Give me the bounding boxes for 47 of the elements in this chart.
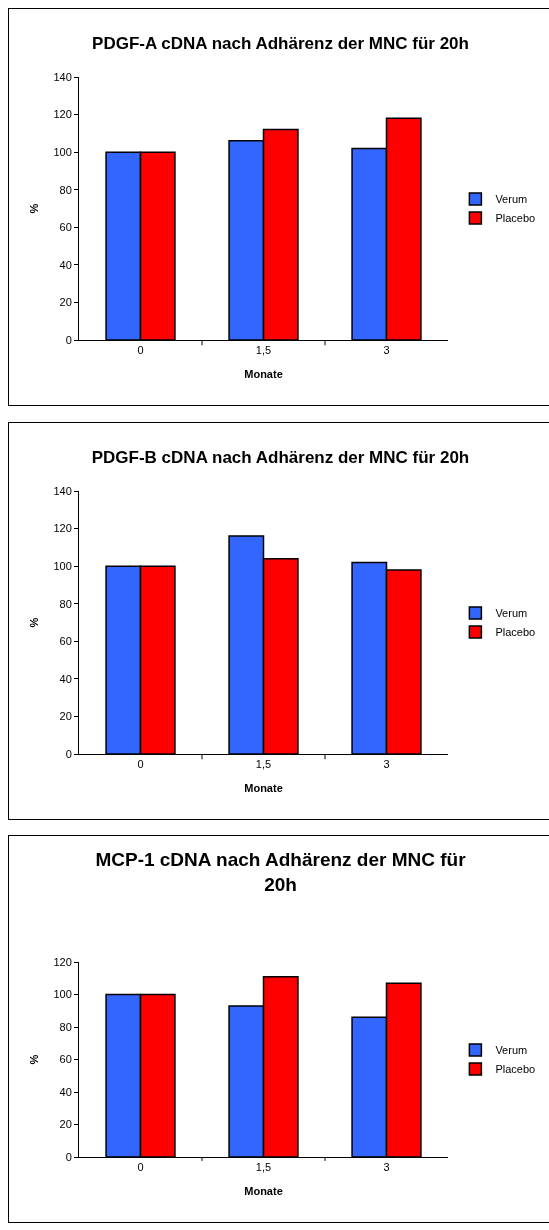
y-tick-label: 60 — [59, 1053, 72, 1066]
y-tick-label: 60 — [59, 635, 72, 648]
y-tick-label: 0 — [65, 747, 72, 760]
y-tick-label: 100 — [53, 145, 72, 158]
legend-label: Verum — [495, 193, 528, 206]
y-tick-label: 80 — [59, 597, 72, 610]
y-tick-label: 20 — [59, 1118, 72, 1131]
x-axis-title: Monate — [244, 1185, 283, 1198]
chart-title: PDGF-A cDNA nach Adhärenz der MNC für 20h — [92, 34, 469, 54]
x-tick-label: 3 — [383, 758, 390, 771]
y-tick-label: 140 — [53, 484, 72, 497]
y-tick-label: 100 — [53, 988, 72, 1001]
y-tick-label: 0 — [65, 333, 72, 346]
y-tick-label: 140 — [53, 70, 72, 83]
y-tick-label: 0 — [65, 1150, 72, 1163]
chart-title: PDGF-B cDNA nach Adhärenz der MNC für 20h — [91, 448, 470, 468]
x-tick-label: 0 — [137, 344, 144, 357]
x-tick-label: 1,5 — [255, 344, 272, 357]
x-tick-label: 3 — [383, 344, 390, 357]
y-tick-label: 20 — [59, 296, 72, 309]
y-tick-label: 120 — [53, 108, 72, 121]
x-tick-label: 0 — [137, 1161, 144, 1174]
y-tick-label: 100 — [53, 559, 72, 572]
y-tick-label: 20 — [59, 710, 72, 723]
x-tick-label: 1,5 — [255, 1161, 272, 1174]
y-tick-label: 80 — [59, 183, 72, 196]
y-tick-label: 40 — [59, 672, 72, 685]
legend-label: Verum — [495, 1044, 528, 1057]
legend-label: Verum — [495, 607, 528, 620]
legend-label: Placebo — [495, 1063, 536, 1076]
x-axis-title: Monate — [244, 368, 283, 381]
x-tick-label: 1,5 — [255, 758, 272, 771]
y-tick-label: 40 — [59, 1085, 72, 1098]
x-tick-label: 0 — [137, 758, 144, 771]
y-axis-title: % — [28, 203, 41, 214]
y-tick-label: 120 — [53, 955, 72, 968]
x-axis-title: Monate — [244, 782, 283, 795]
x-tick-label: 3 — [383, 1161, 390, 1174]
y-tick-label: 40 — [59, 258, 72, 271]
y-tick-label: 80 — [59, 1020, 72, 1033]
chart-title: MCP-1 cDNA nach Adhärenz der MNC für 20h — [95, 849, 467, 896]
legend-label: Placebo — [495, 626, 536, 639]
y-axis-title: % — [28, 1054, 41, 1065]
legend-label: Placebo — [495, 212, 536, 225]
y-tick-label: 60 — [59, 221, 72, 234]
y-tick-label: 120 — [53, 522, 72, 535]
y-axis-title: % — [28, 617, 41, 628]
